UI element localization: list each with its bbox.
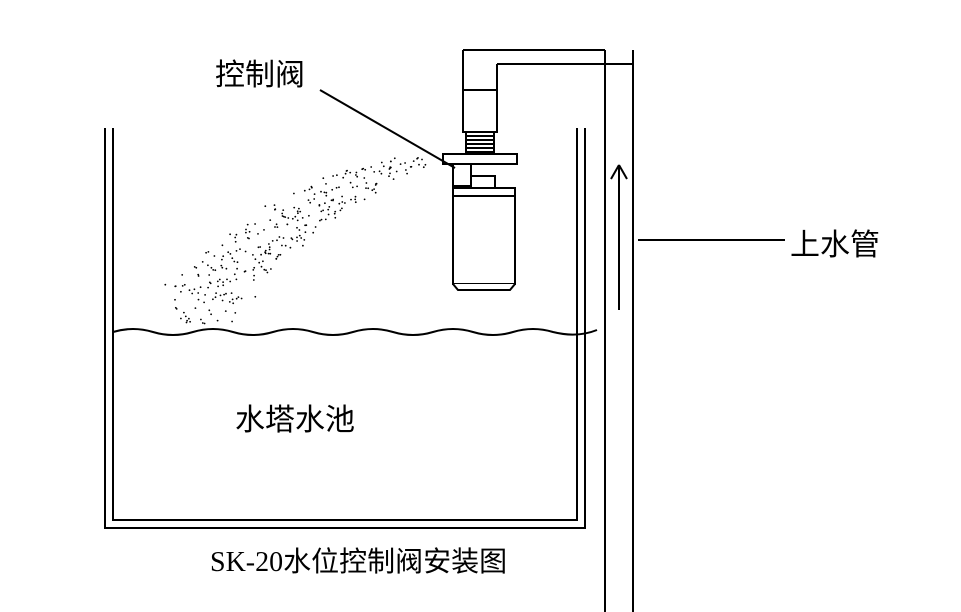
spray-dots xyxy=(164,157,426,324)
leader-lines xyxy=(320,90,785,240)
inlet-pipe-label: 上水管 xyxy=(790,220,880,264)
tank-label: 水塔水池 xyxy=(235,395,355,439)
diagram-canvas xyxy=(0,0,961,612)
water-surface xyxy=(113,329,597,335)
diagram-title: SK-20水位控制阀安装图 xyxy=(210,540,507,580)
flow-arrow xyxy=(611,165,627,310)
control-valve-label: 控制阀 xyxy=(215,50,305,94)
control-valve xyxy=(443,90,517,290)
